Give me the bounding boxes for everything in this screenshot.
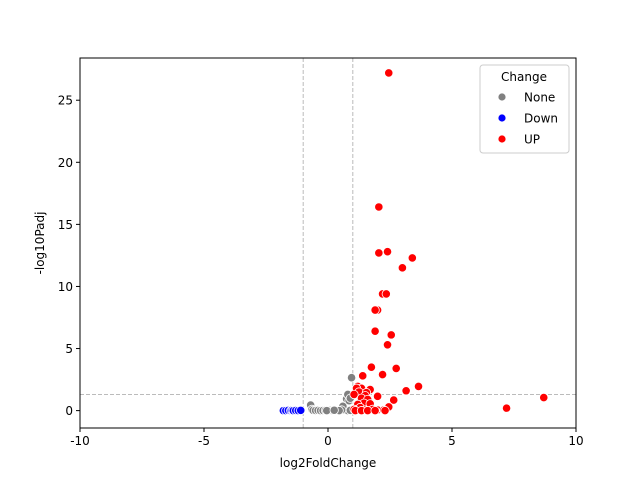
x-tick-label: 5 xyxy=(448,434,456,448)
data-point-up xyxy=(381,289,391,299)
data-points xyxy=(278,68,549,416)
data-point-none xyxy=(346,373,357,383)
legend-label-down: Down xyxy=(524,112,558,126)
y-axis-label: -log10Padj xyxy=(33,212,47,275)
y-tick-label: 15 xyxy=(58,218,73,232)
data-point-up xyxy=(370,406,380,416)
data-point-up xyxy=(386,330,396,340)
x-tick-label: -5 xyxy=(198,434,210,448)
legend-marker-down xyxy=(497,113,507,123)
y-axis: 0 5 10 15 20 25 xyxy=(58,94,80,418)
data-point-up xyxy=(374,248,384,258)
data-point-up xyxy=(382,340,393,350)
data-point-up xyxy=(391,363,401,374)
data-point-up xyxy=(374,202,384,212)
legend-label-up: UP xyxy=(524,133,540,147)
data-point-up xyxy=(370,305,380,315)
data-point-up xyxy=(501,403,512,413)
legend-box xyxy=(479,64,570,154)
legend: Change None Down UP xyxy=(479,64,570,154)
data-point-up xyxy=(389,395,399,405)
x-tick-label: -10 xyxy=(70,434,90,448)
x-axis: -10 -5 0 5 10 xyxy=(70,428,584,448)
data-point-up xyxy=(349,389,359,400)
legend-marker-none xyxy=(497,92,507,102)
data-point-down xyxy=(296,405,306,415)
data-point-up xyxy=(380,406,390,416)
x-tick-label: 10 xyxy=(568,434,583,448)
y-tick-label: 5 xyxy=(65,342,73,356)
legend-title: Change xyxy=(501,70,547,84)
data-point-up xyxy=(382,247,393,257)
data-point-up xyxy=(377,370,388,380)
data-point-up xyxy=(384,68,394,78)
data-point-up xyxy=(372,391,383,401)
data-point-up xyxy=(413,381,424,392)
legend-label-none: None xyxy=(524,91,555,105)
y-tick-label: 0 xyxy=(65,404,73,418)
y-tick-label: 25 xyxy=(58,94,73,108)
data-point-none xyxy=(329,405,339,415)
legend-marker-up xyxy=(497,134,507,144)
threshold-lines xyxy=(80,58,576,428)
y-tick-label: 10 xyxy=(58,280,73,294)
legend-entries: None Down UP xyxy=(497,91,558,147)
data-point-up xyxy=(539,392,549,403)
data-point-up xyxy=(401,386,411,396)
data-point-up xyxy=(370,326,380,336)
x-axis-label: log2FoldChange xyxy=(280,456,377,470)
data-point-up xyxy=(407,253,417,263)
data-point-up xyxy=(397,263,407,273)
data-point-up xyxy=(366,362,376,372)
data-point-up xyxy=(358,371,368,381)
y-tick-label: 20 xyxy=(58,156,73,170)
x-tick-label: 0 xyxy=(324,434,332,448)
